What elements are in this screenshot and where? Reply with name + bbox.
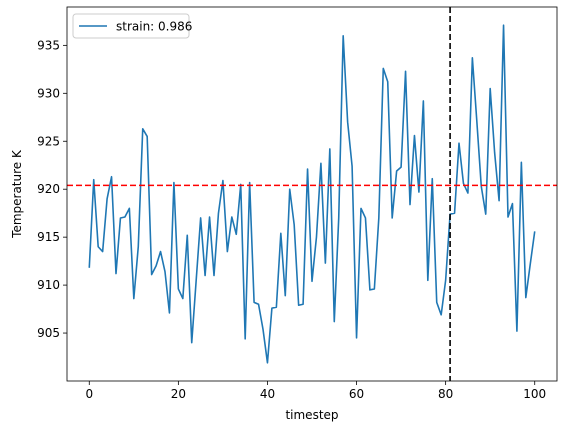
y-tick-label: 925 [37, 134, 60, 148]
y-tick-label: 915 [37, 230, 60, 244]
y-axis-label: Temperature K [10, 149, 24, 239]
y-tick-label: 920 [37, 182, 60, 196]
legend: strain: 0.986 [72, 13, 192, 39]
y-tick-label: 930 [37, 86, 60, 100]
x-tick-label: 100 [523, 387, 546, 401]
y-tick-label: 905 [37, 326, 60, 340]
series-layer [88, 24, 536, 364]
x-tick-label: 40 [260, 387, 275, 401]
plot-area [66, 6, 558, 382]
annotations [67, 7, 557, 381]
x-tick-label: 20 [171, 387, 186, 401]
y-axis: 905 910 915 920 925 930 935 [37, 38, 67, 340]
y-tick-label: 910 [37, 278, 60, 292]
x-axis-label: timestep [285, 408, 338, 422]
legend-box [72, 13, 190, 39]
legend-label: strain: 0.986 [116, 20, 192, 34]
x-tick-label: 80 [438, 387, 453, 401]
x-tick-label: 60 [349, 387, 364, 401]
x-axis: 0 20 40 60 80 100 [85, 381, 546, 401]
y-tick-label: 935 [37, 38, 60, 52]
plot-border [66, 6, 558, 382]
x-tick-label: 0 [85, 387, 93, 401]
series-line-0 [88, 24, 536, 364]
